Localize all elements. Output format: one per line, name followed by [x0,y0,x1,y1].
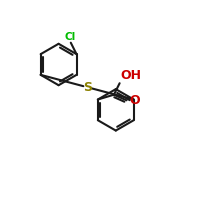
Text: Cl: Cl [64,32,75,42]
Text: O: O [129,94,140,107]
Text: S: S [83,81,92,94]
Text: OH: OH [121,69,142,82]
